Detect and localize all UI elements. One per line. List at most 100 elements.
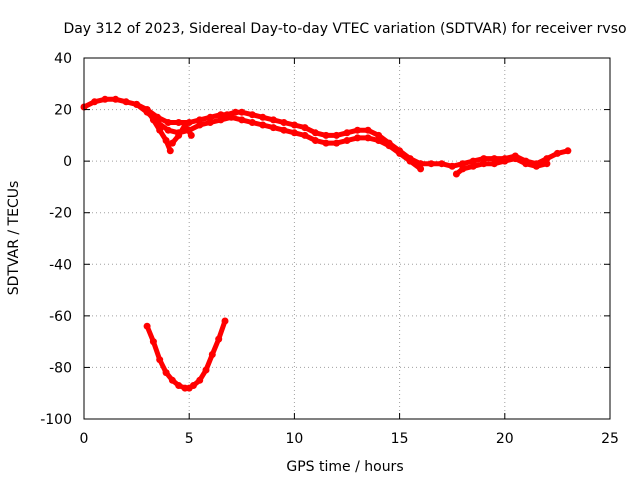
y-tick-label: 0: [63, 154, 72, 170]
data-point: [343, 129, 351, 137]
axis-ticks: 0 5 10 15 20 25 -100 -80 -60 -40 -20 0 20 40: [40, 51, 619, 447]
x-tick-label: 5: [185, 431, 194, 447]
y-tick-label: -40: [49, 257, 72, 273]
data-point: [459, 165, 467, 173]
data-point: [406, 157, 414, 165]
data-point: [189, 382, 197, 389]
data-point: [181, 121, 189, 129]
series-tail-track-lower: [452, 155, 551, 178]
data-point: [301, 124, 309, 132]
data-point: [501, 157, 509, 165]
x-tick-label: 15: [391, 431, 409, 447]
data-point: [269, 116, 277, 124]
data-point: [448, 162, 456, 170]
data-point: [311, 137, 319, 144]
data-point: [156, 126, 164, 134]
data-point: [112, 95, 120, 103]
data-point: [238, 116, 246, 124]
data-point: [469, 162, 477, 170]
data-point: [532, 162, 540, 170]
data-point: [215, 335, 223, 343]
data-point: [375, 131, 383, 139]
plot-frame: [83, 57, 611, 420]
data-point: [322, 131, 330, 139]
data-point: [385, 142, 393, 150]
data-point: [122, 98, 130, 106]
y-axis-label: SDTVAR / TECUs: [6, 181, 22, 296]
data-point: [208, 351, 216, 358]
data-point: [202, 366, 210, 374]
data-point: [290, 121, 298, 129]
series-branch-down: [143, 106, 174, 155]
data-point: [133, 100, 141, 108]
data-point: [543, 160, 551, 168]
data-point: [459, 160, 467, 168]
data-point: [375, 137, 383, 144]
data-point: [168, 139, 176, 147]
data-point: [143, 322, 151, 330]
series-band: [453, 156, 550, 177]
data-point: [259, 113, 267, 121]
data-point: [417, 165, 425, 173]
data-point: [427, 160, 435, 168]
data-point: [164, 126, 172, 134]
data-point: [301, 131, 309, 139]
data-point: [217, 116, 225, 124]
data-point: [511, 155, 519, 163]
data-point: [248, 111, 256, 119]
data-point: [396, 149, 404, 157]
data-point: [280, 126, 288, 134]
data-point: [196, 116, 204, 124]
data-point: [149, 338, 157, 346]
data-point: [469, 157, 477, 165]
data-point: [187, 131, 195, 139]
data-point: [438, 160, 446, 168]
y-tick-label: 40: [54, 51, 72, 67]
data-point: [364, 134, 372, 142]
data-series: [80, 95, 572, 392]
y-tick-label: -20: [49, 206, 72, 222]
chart-title: Day 312 of 2023, Sidereal Day-to-day VTE…: [63, 21, 626, 37]
data-point: [168, 376, 176, 384]
data-point: [480, 160, 488, 168]
data-point: [553, 149, 561, 157]
series-band: [169, 122, 194, 146]
data-point: [206, 113, 214, 121]
x-tick-label: 25: [601, 431, 619, 447]
data-point: [259, 121, 267, 129]
x-tick-label: 10: [285, 431, 303, 447]
data-point: [322, 139, 330, 147]
data-point: [354, 134, 361, 142]
data-point: [417, 160, 425, 168]
data-point: [354, 126, 361, 134]
data-point: [311, 129, 319, 137]
data-point: [175, 131, 183, 139]
data-point: [452, 170, 460, 178]
data-point: [333, 131, 340, 139]
data-point: [280, 119, 288, 126]
data-point: [490, 160, 498, 168]
data-point: [196, 376, 204, 384]
data-point: [221, 317, 229, 325]
data-point: [522, 160, 530, 168]
x-tick-label: 0: [80, 431, 89, 447]
data-point: [227, 113, 235, 121]
data-point: [269, 124, 277, 132]
data-point: [490, 155, 498, 163]
data-point: [101, 95, 109, 103]
data-point: [238, 108, 246, 116]
data-point: [543, 155, 551, 163]
data-point: [248, 119, 256, 126]
grid: [84, 58, 610, 419]
series-branch-cross: [168, 121, 195, 147]
x-axis-label: GPS time / hours: [286, 459, 403, 475]
data-point: [232, 108, 239, 116]
x-tick-label: 20: [496, 431, 514, 447]
y-tick-label: -60: [49, 309, 72, 325]
data-point: [175, 119, 183, 126]
data-point: [149, 116, 157, 124]
data-point: [290, 129, 298, 137]
data-point: [343, 137, 351, 144]
data-point: [91, 98, 98, 106]
